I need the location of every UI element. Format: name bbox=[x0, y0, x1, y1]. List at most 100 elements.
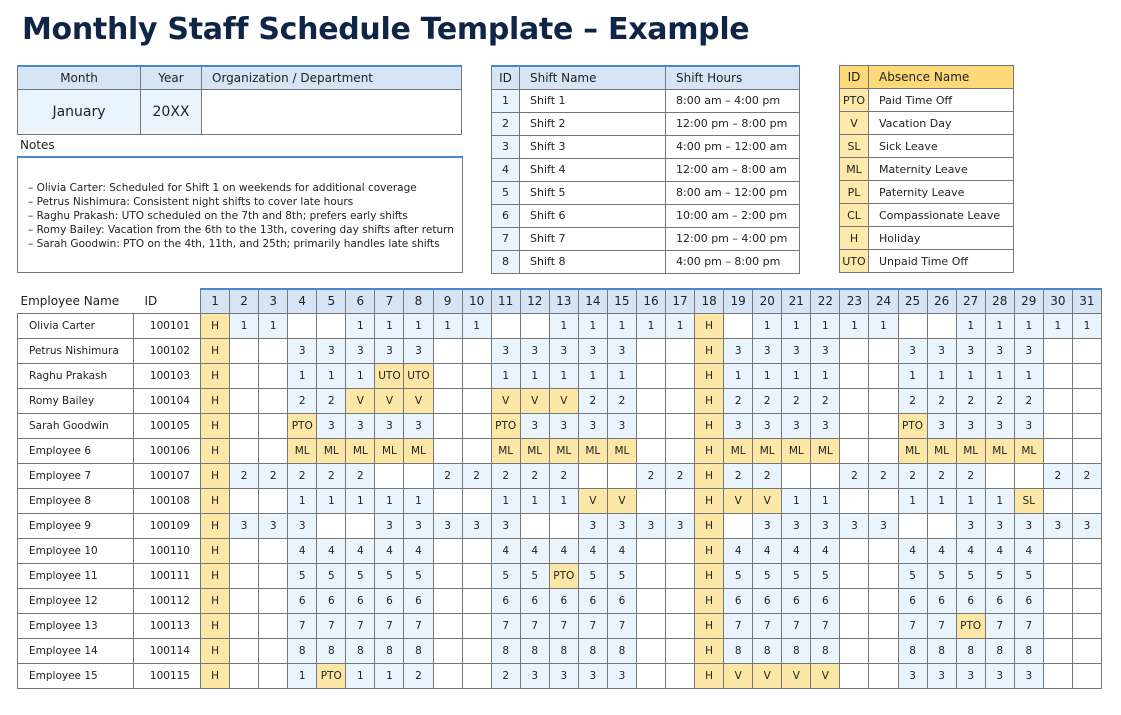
schedule-cell[interactable]: V bbox=[752, 487, 783, 514]
schedule-cell[interactable]: H bbox=[199, 487, 231, 514]
schedule-cell[interactable]: 2 bbox=[287, 462, 318, 489]
schedule-cell[interactable]: 3 bbox=[1013, 337, 1044, 364]
schedule-cell[interactable]: 3 bbox=[432, 512, 463, 539]
schedule-cell[interactable] bbox=[229, 337, 260, 364]
schedule-cell[interactable]: V bbox=[606, 487, 637, 514]
schedule-cell[interactable]: 2 bbox=[403, 662, 434, 689]
schedule-cell[interactable] bbox=[258, 612, 289, 639]
schedule-cell[interactable]: V bbox=[403, 387, 434, 414]
schedule-cell[interactable]: 1 bbox=[984, 312, 1015, 339]
schedule-cell[interactable] bbox=[664, 337, 696, 364]
schedule-cell[interactable] bbox=[839, 612, 870, 639]
schedule-cell[interactable]: 1 bbox=[897, 487, 928, 514]
schedule-cell[interactable] bbox=[1071, 337, 1103, 364]
schedule-cell[interactable]: 1 bbox=[810, 362, 841, 389]
schedule-cell[interactable]: 4 bbox=[287, 537, 318, 564]
schedule-cell[interactable]: 1 bbox=[897, 362, 928, 389]
schedule-cell[interactable]: H bbox=[199, 512, 231, 539]
schedule-cell[interactable]: 2 bbox=[810, 387, 841, 414]
schedule-cell[interactable]: 1 bbox=[403, 312, 434, 339]
schedule-cell[interactable]: ML bbox=[519, 437, 550, 464]
schedule-cell[interactable]: ML bbox=[752, 437, 783, 464]
schedule-cell[interactable]: 2 bbox=[868, 462, 899, 489]
schedule-cell[interactable]: 2 bbox=[316, 387, 347, 414]
schedule-cell[interactable]: 1 bbox=[287, 487, 318, 514]
schedule-cell[interactable]: 3 bbox=[374, 412, 405, 439]
schedule-cell[interactable] bbox=[1013, 462, 1044, 489]
schedule-cell[interactable]: 3 bbox=[752, 512, 783, 539]
schedule-cell[interactable]: PTO bbox=[316, 662, 347, 689]
month-field[interactable]: January bbox=[17, 88, 141, 135]
schedule-cell[interactable]: 4 bbox=[1013, 537, 1044, 564]
schedule-cell[interactable]: 1 bbox=[839, 312, 870, 339]
schedule-cell[interactable]: H bbox=[199, 412, 231, 439]
schedule-cell[interactable]: 1 bbox=[519, 362, 550, 389]
schedule-cell[interactable]: 3 bbox=[374, 512, 405, 539]
schedule-cell[interactable] bbox=[229, 487, 260, 514]
schedule-cell[interactable]: V bbox=[577, 487, 608, 514]
schedule-cell[interactable]: 1 bbox=[984, 362, 1015, 389]
schedule-cell[interactable]: 6 bbox=[490, 587, 521, 614]
schedule-cell[interactable]: 3 bbox=[1071, 512, 1103, 539]
schedule-cell[interactable] bbox=[519, 512, 550, 539]
schedule-cell[interactable]: 3 bbox=[577, 412, 608, 439]
year-field[interactable]: 20XX bbox=[140, 88, 202, 135]
schedule-cell[interactable]: PTO bbox=[548, 562, 579, 589]
schedule-cell[interactable]: 2 bbox=[897, 462, 928, 489]
schedule-cell[interactable]: 2 bbox=[316, 462, 347, 489]
schedule-cell[interactable]: ML bbox=[955, 437, 986, 464]
schedule-cell[interactable]: 3 bbox=[258, 512, 289, 539]
schedule-cell[interactable] bbox=[868, 637, 899, 664]
schedule-cell[interactable]: 1 bbox=[287, 662, 318, 689]
schedule-cell[interactable] bbox=[635, 487, 667, 514]
schedule-cell[interactable] bbox=[839, 637, 870, 664]
schedule-cell[interactable]: H bbox=[199, 437, 231, 464]
schedule-cell[interactable]: 8 bbox=[897, 637, 928, 664]
schedule-cell[interactable] bbox=[432, 387, 463, 414]
schedule-cell[interactable] bbox=[1071, 387, 1103, 414]
schedule-cell[interactable]: 5 bbox=[723, 562, 754, 589]
schedule-cell[interactable]: 2 bbox=[1013, 387, 1044, 414]
schedule-cell[interactable]: H bbox=[694, 512, 725, 539]
schedule-cell[interactable]: H bbox=[694, 487, 725, 514]
schedule-cell[interactable]: 3 bbox=[490, 337, 521, 364]
schedule-cell[interactable]: 1 bbox=[461, 312, 492, 339]
schedule-cell[interactable]: 2 bbox=[955, 387, 986, 414]
schedule-cell[interactable] bbox=[548, 512, 579, 539]
schedule-cell[interactable] bbox=[258, 537, 289, 564]
schedule-cell[interactable]: V bbox=[723, 662, 754, 689]
schedule-cell[interactable]: 6 bbox=[955, 587, 986, 614]
schedule-cell[interactable]: 8 bbox=[316, 637, 347, 664]
schedule-cell[interactable]: 8 bbox=[577, 637, 608, 664]
schedule-cell[interactable]: 1 bbox=[374, 487, 405, 514]
schedule-cell[interactable] bbox=[461, 537, 492, 564]
schedule-cell[interactable]: H bbox=[199, 387, 231, 414]
schedule-cell[interactable]: 3 bbox=[606, 337, 637, 364]
schedule-cell[interactable]: 1 bbox=[432, 312, 463, 339]
schedule-cell[interactable]: 2 bbox=[926, 387, 957, 414]
schedule-cell[interactable]: 2 bbox=[635, 462, 667, 489]
schedule-cell[interactable]: ML bbox=[287, 437, 318, 464]
schedule-cell[interactable]: H bbox=[199, 362, 231, 389]
schedule-cell[interactable]: 2 bbox=[577, 387, 608, 414]
schedule-cell[interactable]: ML bbox=[926, 437, 957, 464]
schedule-cell[interactable]: 1 bbox=[635, 312, 667, 339]
schedule-cell[interactable] bbox=[461, 337, 492, 364]
schedule-cell[interactable]: V bbox=[345, 387, 376, 414]
schedule-cell[interactable]: 1 bbox=[1071, 312, 1103, 339]
schedule-cell[interactable]: 6 bbox=[606, 587, 637, 614]
schedule-cell[interactable]: 3 bbox=[839, 512, 870, 539]
schedule-cell[interactable]: 4 bbox=[723, 537, 754, 564]
schedule-cell[interactable]: 3 bbox=[723, 337, 754, 364]
schedule-cell[interactable]: 6 bbox=[345, 587, 376, 614]
schedule-cell[interactable]: 3 bbox=[229, 512, 260, 539]
schedule-cell[interactable] bbox=[1042, 562, 1073, 589]
schedule-cell[interactable]: 3 bbox=[548, 412, 579, 439]
schedule-cell[interactable] bbox=[1071, 612, 1103, 639]
schedule-cell[interactable] bbox=[664, 437, 696, 464]
schedule-cell[interactable]: ML bbox=[577, 437, 608, 464]
schedule-cell[interactable]: 1 bbox=[229, 312, 260, 339]
schedule-cell[interactable]: 2 bbox=[984, 387, 1015, 414]
schedule-cell[interactable]: 3 bbox=[287, 512, 318, 539]
schedule-cell[interactable] bbox=[664, 637, 696, 664]
